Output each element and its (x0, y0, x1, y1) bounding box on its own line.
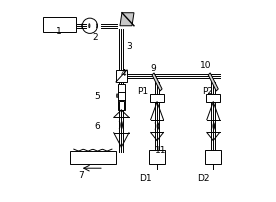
Bar (70, 151, 116, 164)
Text: D1: D1 (139, 174, 151, 183)
Polygon shape (208, 73, 218, 91)
Bar (118, 84, 125, 110)
Bar (116, 70, 127, 82)
Text: 1: 1 (56, 27, 62, 36)
Bar (118, 101, 124, 110)
Text: P1: P1 (137, 87, 148, 97)
Text: 5: 5 (94, 93, 100, 101)
Bar (206, 94, 220, 102)
Text: D2: D2 (197, 174, 209, 183)
Text: 10: 10 (200, 61, 211, 70)
Bar (149, 150, 165, 164)
Text: 9: 9 (150, 64, 156, 73)
Text: P2: P2 (202, 87, 213, 97)
Text: 2: 2 (92, 33, 98, 42)
Text: 3: 3 (126, 42, 132, 51)
Bar (205, 150, 221, 164)
Text: 4: 4 (120, 69, 126, 78)
Bar (150, 94, 164, 102)
Text: 11: 11 (155, 146, 167, 155)
Bar (43, 17, 76, 32)
Text: 6: 6 (94, 122, 100, 130)
Polygon shape (120, 13, 134, 26)
Polygon shape (152, 73, 162, 91)
Text: 7: 7 (78, 171, 84, 180)
